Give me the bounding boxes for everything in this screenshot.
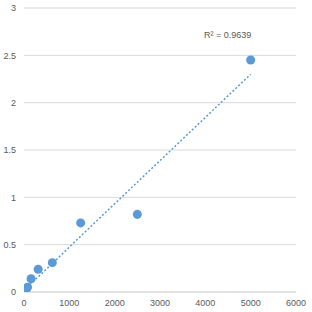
svg-text:2: 2	[11, 98, 16, 108]
svg-text:0.5: 0.5	[8, 240, 16, 250]
svg-text:1: 1	[11, 193, 16, 203]
svg-text:5000: 5000	[241, 298, 261, 308]
svg-text:3: 3	[11, 3, 16, 13]
svg-text:6000: 6000	[286, 298, 304, 308]
svg-text:2.5: 2.5	[8, 51, 16, 61]
svg-text:1.5: 1.5	[8, 145, 16, 155]
svg-text:4000: 4000	[195, 298, 215, 308]
html-text:R² = 0.9639: R² = 0.9639	[204, 30, 252, 40]
svg-text:3000: 3000	[150, 298, 170, 308]
svg-text:2000: 2000	[105, 298, 125, 308]
svg-text:0: 0	[11, 287, 16, 297]
svg-text:0: 0	[21, 298, 26, 308]
svg-text:1000: 1000	[59, 298, 79, 308]
